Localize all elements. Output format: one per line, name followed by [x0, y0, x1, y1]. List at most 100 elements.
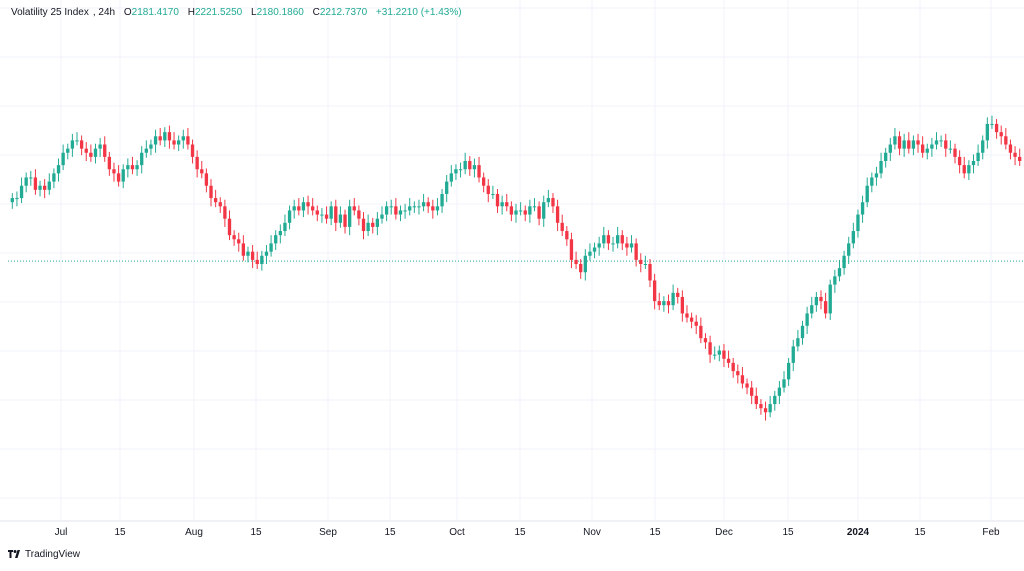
candle[interactable] [149, 139, 153, 156]
candle[interactable] [532, 198, 537, 212]
candle[interactable] [56, 158, 61, 182]
candle[interactable] [957, 150, 962, 174]
candle[interactable] [805, 306, 809, 335]
candle[interactable] [190, 139, 195, 164]
candle[interactable] [579, 259, 583, 279]
candle[interactable] [902, 133, 906, 157]
candle[interactable] [107, 151, 112, 176]
candle[interactable] [611, 236, 615, 252]
candle[interactable] [893, 128, 897, 150]
candle[interactable] [907, 132, 911, 154]
candle[interactable] [726, 350, 731, 368]
candle[interactable] [29, 170, 33, 186]
candle[interactable] [934, 132, 939, 150]
candle[interactable] [334, 199, 338, 232]
candle[interactable] [1013, 146, 1017, 166]
candle[interactable] [994, 118, 999, 139]
candle[interactable] [112, 162, 116, 182]
candle[interactable] [870, 172, 874, 193]
candle[interactable] [440, 189, 444, 213]
candle[interactable] [426, 197, 430, 213]
candle[interactable] [371, 217, 375, 234]
candle[interactable] [791, 339, 795, 372]
candle[interactable] [962, 156, 966, 179]
candle[interactable] [606, 230, 611, 250]
candle[interactable] [186, 128, 190, 150]
candle[interactable] [967, 160, 971, 180]
candle[interactable] [449, 165, 453, 187]
candle[interactable] [116, 165, 121, 187]
candle[interactable] [856, 209, 860, 238]
candle[interactable] [421, 193, 426, 212]
candle[interactable] [948, 140, 953, 154]
candle[interactable] [329, 201, 333, 226]
candle[interactable] [264, 245, 269, 264]
candle[interactable] [19, 177, 24, 204]
candle[interactable] [435, 198, 440, 216]
candle[interactable] [565, 226, 569, 246]
candle[interactable] [301, 197, 306, 218]
candle[interactable] [324, 206, 329, 224]
candle[interactable] [602, 226, 606, 249]
candle[interactable] [990, 115, 994, 129]
candle[interactable] [1008, 139, 1013, 160]
candle[interactable] [403, 203, 407, 219]
candle[interactable] [731, 357, 735, 378]
candle[interactable] [366, 214, 370, 236]
candle[interactable] [472, 158, 477, 178]
candle[interactable] [713, 346, 717, 360]
candle[interactable] [999, 125, 1003, 145]
candle[interactable] [75, 132, 79, 146]
time-axis[interactable]: Jul 15 Aug 15 Sep 15 Oct 15 Nov 15 Dec 15 2024 15 Feb [55, 527, 1000, 538]
candle[interactable] [445, 175, 449, 203]
candle[interactable] [847, 236, 851, 264]
candle[interactable] [837, 259, 842, 282]
candle[interactable] [819, 290, 823, 310]
candle[interactable] [241, 235, 246, 261]
candle[interactable] [782, 371, 786, 393]
candle[interactable] [1018, 148, 1022, 166]
candle[interactable] [615, 226, 620, 249]
candle[interactable] [283, 214, 287, 236]
brand-footer[interactable]: TradingView [8, 546, 80, 562]
candle[interactable] [431, 199, 435, 219]
candle[interactable] [260, 250, 264, 271]
candle[interactable] [722, 343, 726, 367]
candle[interactable] [130, 156, 135, 175]
candle[interactable] [505, 193, 509, 212]
candle[interactable] [676, 287, 680, 304]
candle[interactable] [24, 172, 28, 193]
candle[interactable] [398, 205, 403, 222]
candle[interactable] [796, 329, 800, 352]
candle[interactable] [699, 317, 703, 344]
candle[interactable] [768, 395, 772, 418]
candle[interactable] [689, 312, 694, 329]
candle[interactable] [860, 195, 865, 223]
candle[interactable] [172, 132, 176, 150]
interval[interactable]: 24h [98, 7, 116, 18]
candle[interactable] [542, 195, 546, 227]
candle[interactable] [70, 133, 75, 157]
candle[interactable] [643, 255, 648, 269]
candle[interactable] [357, 205, 361, 226]
candle[interactable] [500, 195, 504, 215]
candle[interactable] [218, 197, 222, 213]
candle[interactable] [246, 246, 250, 263]
candle[interactable] [639, 253, 643, 273]
candle[interactable] [971, 154, 976, 174]
candle[interactable] [213, 189, 218, 208]
candle[interactable] [634, 238, 638, 267]
candle[interactable] [144, 140, 148, 158]
candle[interactable] [851, 222, 855, 249]
candle[interactable] [167, 125, 172, 149]
candle[interactable] [468, 156, 472, 176]
candle[interactable] [232, 230, 236, 246]
candle[interactable] [204, 168, 209, 193]
candle[interactable] [486, 179, 490, 203]
candle[interactable] [93, 143, 98, 164]
candle[interactable] [736, 364, 740, 384]
candle[interactable] [523, 205, 527, 222]
candle[interactable] [574, 251, 578, 269]
candle[interactable] [181, 129, 185, 149]
candle[interactable] [976, 144, 980, 166]
